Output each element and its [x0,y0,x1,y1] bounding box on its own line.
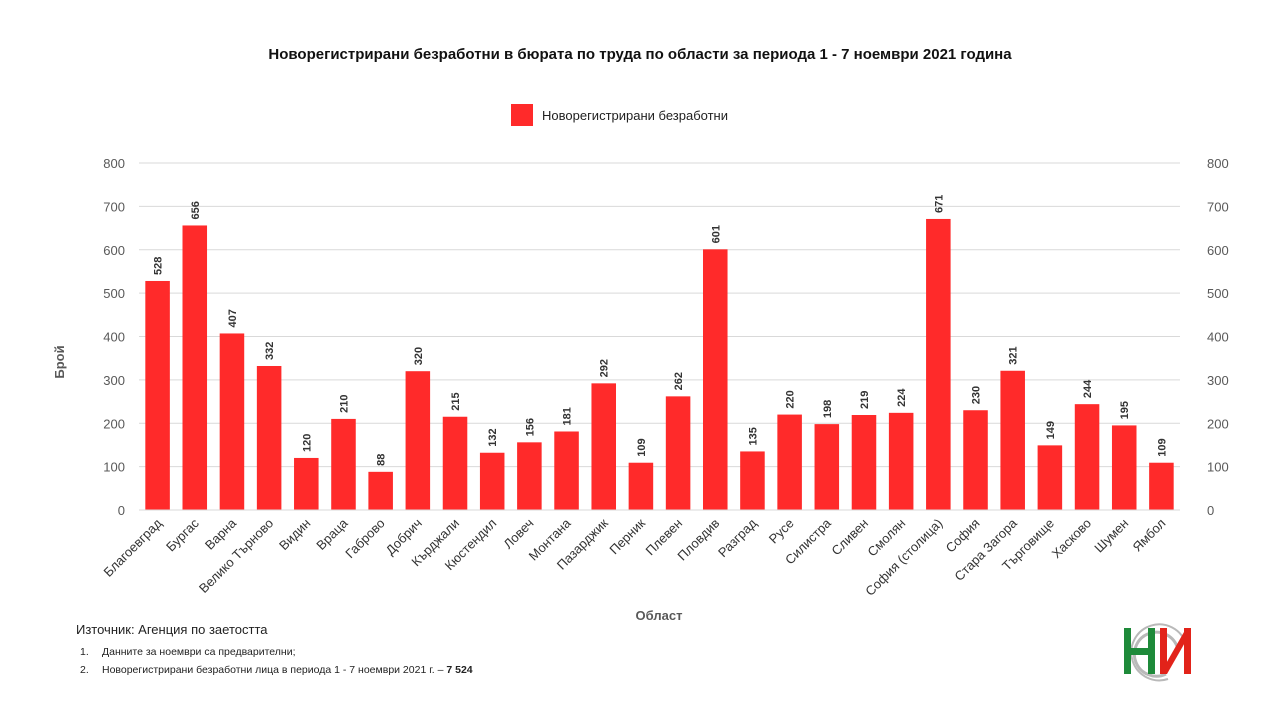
legend: Новорегистрирани безработни [511,104,728,126]
data-label: 120 [301,434,313,452]
category-label: Разград [715,515,760,560]
bar [1037,445,1063,510]
y-tick-label-left: 700 [103,199,125,214]
footnote-1: 1. Данните за ноември са предварителни; [80,646,296,658]
y-tick-label-right: 0 [1207,503,1214,518]
category-label: Хасково [1049,516,1095,562]
footnotes: 1. Данните за ноември са предварителни; 2… [80,643,473,679]
y-tick-label-left: 800 [103,156,125,171]
data-label: 320 [413,347,425,365]
bar [777,414,802,510]
bar [368,471,393,510]
y-tick-label-right: 600 [1207,243,1229,258]
data-label: 601 [710,225,722,243]
y-tick-label-left: 0 [118,503,125,518]
data-label: 198 [822,400,834,418]
data-label: 195 [1119,401,1131,419]
footnote-2: 2. Новорегистрирани безработни лица в пер… [80,664,473,676]
data-label: 156 [524,418,536,436]
category-label: Бургас [163,515,202,554]
data-label: 262 [673,372,685,390]
data-label: 671 [933,195,945,213]
bar [926,218,951,511]
y-tick-label-right: 700 [1207,199,1229,214]
bar [331,418,356,510]
bar [256,365,282,510]
y-tick-label-left: 400 [103,330,125,345]
bar [479,452,505,510]
bar [294,457,319,510]
y-tick-label-left: 500 [103,286,125,301]
category-label: Русе [766,516,797,547]
legend-label: Новорегистрирани безработни [542,107,728,123]
y-tick-label-right: 200 [1207,416,1229,431]
data-label: 407 [227,309,239,327]
bar [888,412,914,510]
data-label: 149 [1045,421,1057,439]
bar [1074,404,1100,510]
y-tick-label-right: 800 [1207,156,1229,171]
data-label: 210 [338,395,350,413]
data-label: 528 [153,257,165,275]
bar [851,415,877,510]
data-label: 215 [450,392,462,410]
data-label: 132 [487,428,499,446]
data-label: 181 [562,407,574,425]
y-axis-title: Брой [52,345,67,378]
data-label: 332 [264,342,276,360]
bar [442,416,468,510]
total-value: 7 524 [446,664,473,676]
source-text: Източник: Агенция по заетостта [76,622,268,637]
bar [145,280,170,510]
bar [963,410,988,510]
data-label: 292 [599,359,611,377]
data-label: 135 [747,427,759,445]
bar [182,225,208,510]
data-label: 109 [636,438,648,456]
y-tick-label-left: 200 [103,416,125,431]
data-label: 88 [376,454,388,466]
bar [591,383,617,510]
bar [1000,370,1025,510]
y-tick-label-right: 400 [1207,330,1229,345]
chart-title: Новорегистрирани безработни в бюрата по … [268,46,1012,63]
category-label: Габрово [342,516,388,562]
y-tick-label-right: 300 [1207,373,1229,388]
data-label: 656 [190,201,202,219]
y-tick-label-right: 500 [1207,286,1229,301]
data-label: 224 [896,388,908,407]
bar [702,249,728,510]
category-label: Шумен [1091,516,1131,556]
data-label: 220 [785,390,797,408]
legend-swatch [511,104,533,126]
category-label: Перник [606,515,648,557]
bar [628,462,654,510]
agency-logo [1124,623,1191,682]
bar [740,451,765,510]
data-label: 230 [971,386,983,404]
y-tick-label-left: 600 [103,243,125,258]
bar [554,431,579,510]
bar [517,442,542,510]
bar [665,396,691,510]
data-label: 219 [859,391,871,409]
category-label: Видин [276,516,313,553]
bar [1149,462,1174,510]
data-label: 244 [1082,379,1094,398]
x-axis-title: Област [636,608,683,623]
bar [219,333,245,510]
bar [814,424,840,510]
y-tick-label-right: 100 [1207,460,1229,475]
category-label: Ямбол [1130,516,1169,555]
data-label: 109 [1156,438,1168,456]
y-tick-label-left: 100 [103,460,125,475]
bar [405,371,431,510]
y-tick-label-left: 300 [103,373,125,388]
category-label: Сливен [828,516,871,559]
bar [1111,425,1137,510]
category-label: Благоевград [100,515,165,580]
data-label: 321 [1008,346,1020,364]
